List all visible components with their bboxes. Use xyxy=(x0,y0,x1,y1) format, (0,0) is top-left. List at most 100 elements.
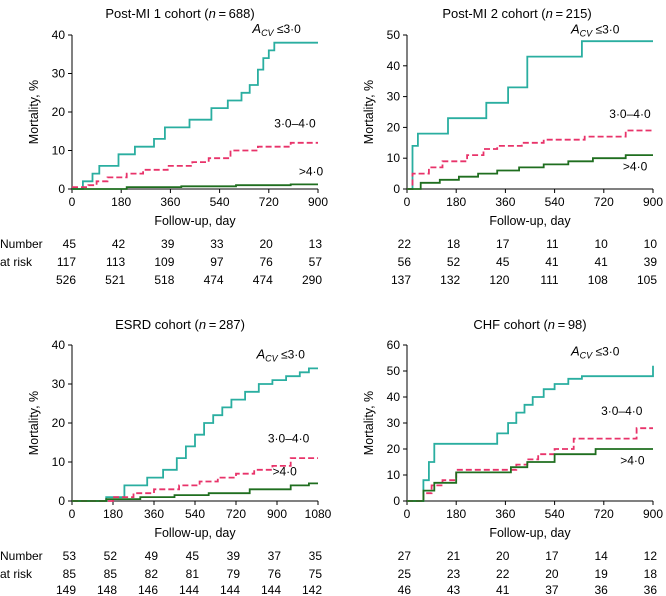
at-risk-value: 37 xyxy=(545,583,559,596)
at-risk-value: 10 xyxy=(594,237,608,251)
at-risk-value: 75 xyxy=(309,567,323,581)
series-line-acv-low xyxy=(407,40,653,190)
at-risk-value: 42 xyxy=(112,237,126,251)
at-risk-value: 474 xyxy=(253,273,273,287)
at-risk-value: 137 xyxy=(391,273,411,287)
chart-panel-1: Post-MI 1 cohort (n = 688) 0 10 20 30 40 0 180 3… xyxy=(27,6,328,287)
at-risk-value: 45 xyxy=(63,237,77,251)
at-risk-value: 11 xyxy=(546,237,559,251)
at-risk-label-at-risk: at risk xyxy=(0,255,33,269)
y-tick-label: 20 xyxy=(387,120,401,134)
y-tick-label: 30 xyxy=(52,377,66,391)
at-risk-value: 20 xyxy=(496,549,510,563)
x-tick-label: 720 xyxy=(226,507,246,521)
y-tick-label: 30 xyxy=(387,416,401,430)
at-risk-value: 41 xyxy=(496,583,510,596)
at-risk-value: 132 xyxy=(440,273,460,287)
series-label: >4·0 xyxy=(620,454,645,468)
at-risk-value: 18 xyxy=(447,237,461,251)
at-risk-value: 521 xyxy=(105,273,125,287)
y-tick-label: 10 xyxy=(52,455,66,469)
at-risk-value: 79 xyxy=(227,567,241,581)
at-risk-value: 33 xyxy=(210,237,224,251)
at-risk-value: 52 xyxy=(104,549,118,563)
x-tick-label: 360 xyxy=(144,507,164,521)
at-risk-value: 146 xyxy=(138,583,158,596)
x-axis-label: Follow-up, day xyxy=(489,214,571,228)
y-tick-label: 0 xyxy=(58,182,65,196)
at-risk-value: 45 xyxy=(186,549,200,563)
y-tick-label: 40 xyxy=(52,338,66,352)
series-label: ACV ≤3·0 xyxy=(256,347,306,364)
x-tick-label: 900 xyxy=(267,507,287,521)
y-tick-label: 40 xyxy=(52,28,66,42)
at-risk-value: 57 xyxy=(309,255,323,269)
at-risk-value: 36 xyxy=(644,583,658,596)
x-tick-label: 180 xyxy=(446,507,466,521)
at-risk-label-top: Number at risk xyxy=(0,237,43,269)
y-tick-label: 50 xyxy=(387,364,401,378)
at-risk-value: 14 xyxy=(594,549,608,563)
y-tick-label: 10 xyxy=(387,468,401,482)
x-tick-label: 360 xyxy=(495,507,515,521)
chart-panel-4: CHF cohort (n = 98) 0 10 20 30 40 50 60 0 180 360 5… xyxy=(362,317,663,596)
at-risk-value: 23 xyxy=(447,567,461,581)
y-tick-label: 20 xyxy=(387,442,401,456)
x-tick-label: 0 xyxy=(69,507,76,521)
at-risk-value: 39 xyxy=(227,549,241,563)
at-risk-label-bottom: Number at risk xyxy=(0,549,43,581)
at-risk-value: 113 xyxy=(106,255,125,269)
at-risk-value: 56 xyxy=(398,255,412,269)
y-tick-label: 0 xyxy=(393,182,400,196)
y-tick-label: 40 xyxy=(387,390,401,404)
at-risk-value: 76 xyxy=(268,567,282,581)
at-risk-value: 109 xyxy=(154,255,174,269)
x-axis-label: Follow-up, day xyxy=(489,526,571,540)
series-line-acv-mid xyxy=(72,141,318,188)
at-risk-value: 45 xyxy=(496,255,510,269)
series-label: ACV ≤3·0 xyxy=(570,21,620,38)
at-risk-value: 20 xyxy=(259,237,273,251)
series-label: 3·0–4·0 xyxy=(601,404,643,418)
x-axis-label: Follow-up, day xyxy=(154,526,236,540)
series-label: ACV ≤3·0 xyxy=(251,21,301,38)
at-risk-value: 290 xyxy=(302,273,322,287)
y-tick-label: 20 xyxy=(52,416,66,430)
x-tick-label: 0 xyxy=(404,195,411,209)
chart-title: Post-MI 1 cohort (n = 688) xyxy=(105,6,254,21)
at-risk-value: 10 xyxy=(644,237,658,251)
at-risk-value: 35 xyxy=(309,549,323,563)
at-risk-value: 97 xyxy=(210,255,224,269)
at-risk-value: 25 xyxy=(398,567,412,581)
at-risk-value: 12 xyxy=(644,549,658,563)
x-tick-label: 180 xyxy=(103,507,123,521)
x-tick-label: 0 xyxy=(404,507,411,521)
at-risk-value: 526 xyxy=(56,273,76,287)
at-risk-value: 144 xyxy=(261,583,281,596)
at-risk-value: 144 xyxy=(179,583,199,596)
y-tick-label: 10 xyxy=(387,151,401,165)
at-risk-value: 22 xyxy=(398,237,412,251)
series-label: ACV ≤3·0 xyxy=(570,343,620,360)
series-label: 3·0–4·0 xyxy=(274,116,316,130)
series-line-acv-high xyxy=(72,183,318,190)
at-risk-value: 111 xyxy=(540,273,559,287)
at-risk-value: 144 xyxy=(220,583,240,596)
y-tick-label: 30 xyxy=(387,90,401,104)
x-tick-label: 0 xyxy=(69,195,76,209)
at-risk-value: 85 xyxy=(104,567,118,581)
series-label: >4·0 xyxy=(623,160,648,174)
x-tick-label: 1080 xyxy=(305,507,332,521)
at-risk-value: 49 xyxy=(145,549,159,563)
x-axis-label: Follow-up, day xyxy=(154,214,236,228)
series-line-acv-mid xyxy=(407,129,653,190)
at-risk-value: 41 xyxy=(594,255,608,269)
x-tick-label: 720 xyxy=(259,195,279,209)
chart-panel-2: Post-MI 2 cohort (n = 215) 0 10 20 30 40 50 0 18… xyxy=(362,6,663,287)
x-tick-label: 900 xyxy=(308,195,328,209)
at-risk-value: 37 xyxy=(268,549,282,563)
x-tick-label: 180 xyxy=(446,195,466,209)
at-risk-value: 76 xyxy=(259,255,273,269)
at-risk-value: 148 xyxy=(97,583,117,596)
